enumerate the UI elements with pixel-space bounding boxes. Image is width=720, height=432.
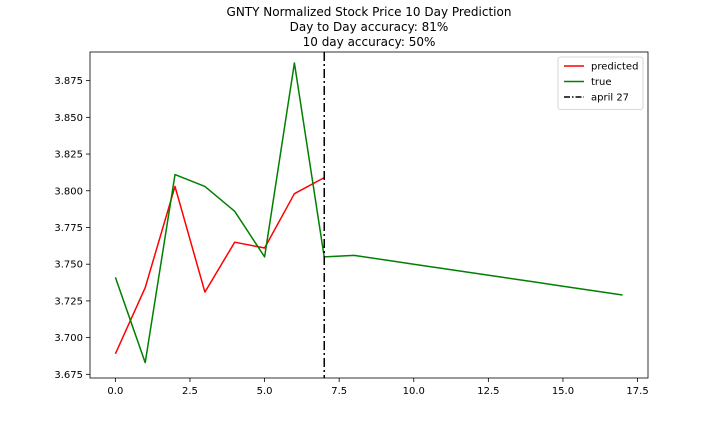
y-tick-label: 3.800 bbox=[54, 186, 83, 197]
x-tick-label: 10.0 bbox=[403, 386, 425, 397]
chart-title: GNTY Normalized Stock Price 10 Day Predi… bbox=[227, 5, 512, 49]
x-tick-label: 2.5 bbox=[182, 386, 198, 397]
title-line-3: 10 day accuracy: 50% bbox=[303, 35, 436, 49]
x-tick-label: 17.5 bbox=[626, 386, 648, 397]
y-tick-label: 3.875 bbox=[54, 76, 83, 87]
legend-label-true: true bbox=[591, 77, 612, 88]
x-tick-label: 15.0 bbox=[552, 386, 574, 397]
legend: predicted true april 27 bbox=[557, 56, 644, 110]
title-line-1: GNTY Normalized Stock Price 10 Day Predi… bbox=[227, 5, 512, 19]
title-line-2: Day to Day accuracy: 81% bbox=[290, 20, 449, 34]
y-tick-label: 3.725 bbox=[54, 296, 83, 307]
x-tick-label: 5.0 bbox=[257, 386, 273, 397]
axes: 0.0 2.5 5.0 7.5 10.0 12.5 15.0 17.5 3.675 3.700 3.… bbox=[54, 51, 649, 397]
y-tick-label: 3.750 bbox=[54, 260, 83, 271]
y-tick-label: 3.700 bbox=[54, 333, 83, 344]
legend-label-predicted: predicted bbox=[591, 62, 638, 73]
legend-label-april-27: april 27 bbox=[591, 93, 629, 104]
series-line-predicted bbox=[114, 176, 325, 355]
y-tick-label: 3.825 bbox=[54, 150, 83, 161]
x-tick-label: 0.0 bbox=[107, 386, 123, 397]
axes-frame bbox=[89, 51, 649, 379]
y-tick-label: 3.850 bbox=[54, 113, 83, 124]
y-tick-label: 3.675 bbox=[54, 370, 83, 381]
x-tick-label: 7.5 bbox=[331, 386, 347, 397]
x-tick-label: 12.5 bbox=[477, 386, 499, 397]
plot-area bbox=[114, 52, 623, 378]
y-tick-label: 3.775 bbox=[54, 223, 83, 234]
series-line-true bbox=[114, 62, 623, 364]
